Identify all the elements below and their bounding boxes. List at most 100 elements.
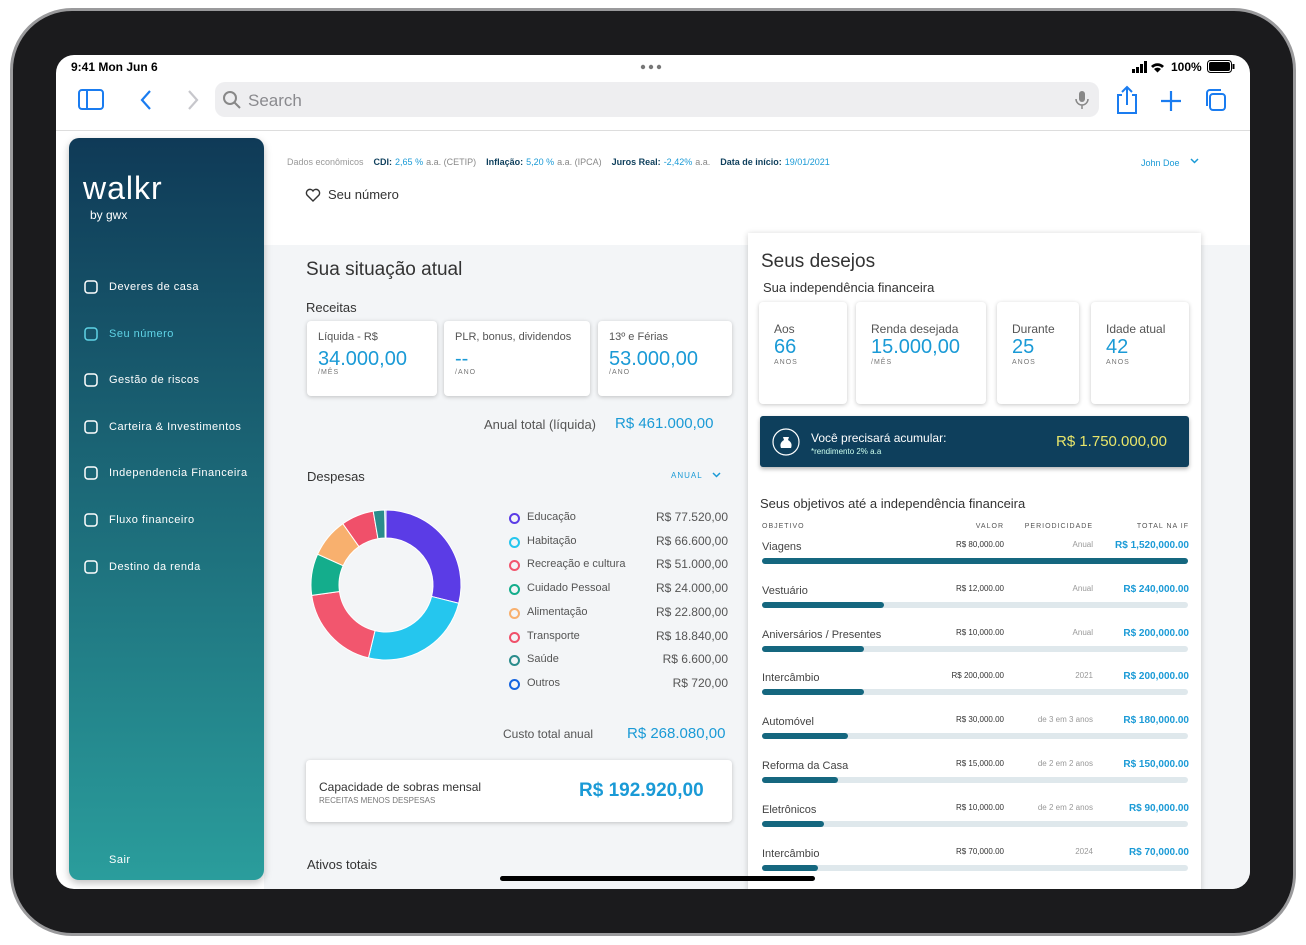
progress-track [762, 645, 1188, 652]
progress-fill [762, 689, 864, 696]
menu-icon [84, 513, 98, 527]
card-value: 66 [774, 336, 797, 358]
progress-track [762, 820, 1188, 827]
nav-icons[interactable] [78, 88, 218, 112]
annual-label: Anual total (líquida) [484, 417, 597, 432]
toolbar-icons[interactable] [1116, 85, 1236, 115]
menu-icon [84, 373, 98, 387]
legend-value: R$ 720,00 [672, 675, 728, 690]
card-value: -- [455, 348, 469, 370]
progress-track [762, 601, 1188, 608]
byline: by gwx [90, 208, 128, 222]
legend-dot [509, 655, 520, 667]
objective-value: R$ 80,000.00 [955, 540, 1004, 549]
signal-wifi [1132, 61, 1164, 73]
legend-label: Outros [527, 676, 561, 689]
menu-item[interactable]: Gestão de riscos [109, 374, 200, 387]
logout[interactable]: Sair [109, 854, 131, 866]
mic-icon[interactable] [1075, 90, 1089, 110]
donut-segment [367, 595, 460, 661]
card-unit: ANOS [1012, 359, 1036, 366]
dots [640, 64, 662, 70]
card-unit: /MÊS [871, 359, 893, 366]
progress-fill [762, 820, 824, 827]
card-unit: /ANO [455, 369, 477, 376]
objective-value: R$ 15,000.00 [955, 759, 1004, 768]
legend-label: Alimentação [527, 605, 588, 618]
card-value: 53.000,00 [609, 348, 698, 370]
desejos-subtitle: Sua independência financeira [763, 280, 935, 295]
objective-period: de 2 em 2 anos [1037, 802, 1093, 812]
home-indicator [500, 876, 815, 881]
icon-shape [84, 559, 98, 574]
acumular-banner: Você precisará acumular: *rendimento 2% … [760, 416, 1189, 467]
objective-period: 2021 [1075, 671, 1093, 681]
card-label: Líquida - R$ [318, 331, 378, 343]
legend-value: R$ 18.840,00 [655, 628, 728, 643]
page-tab[interactable]: Seu número [328, 187, 399, 202]
battery-text: 100% [1171, 60, 1202, 74]
economics-unit: a.a. [695, 157, 711, 167]
donut-segment [385, 509, 462, 604]
menu-item[interactable]: Destino da renda [109, 560, 201, 573]
user-name[interactable]: John Doe [1141, 158, 1180, 168]
search-bar[interactable]: Search [215, 82, 1099, 117]
user-caret[interactable] [1190, 158, 1199, 164]
menu-item[interactable]: Seu número [109, 327, 174, 340]
sidebar: walkr by gwx Deveres de casa Seu número Ge… [69, 138, 264, 880]
progress-track [762, 777, 1188, 783]
screen: 9:41 Mon Jun 6 100% Search walkr by gwx … [56, 55, 1250, 889]
desejo-card: Durante 25 ANOS [997, 302, 1079, 404]
card-unit: ANOS [774, 359, 798, 366]
column-header: TOTAL NA IF [1136, 523, 1189, 530]
receita-card: Líquida - R$ 34.000,00/MÊS [307, 321, 437, 396]
menu-item[interactable]: Independencia Financeira [109, 467, 248, 480]
icon-shape [84, 420, 98, 434]
objective-name: Intercâmbio [762, 847, 820, 860]
card-label: Renda desejada [871, 322, 959, 336]
objetivos-title: Seus objetivos até a independência finan… [760, 496, 1026, 511]
objective-name: Vestuário [762, 584, 808, 597]
icon-shape [84, 280, 98, 294]
progress-fill [762, 601, 884, 608]
objective-name: Eletrônicos [762, 803, 817, 816]
battery-icon [1207, 60, 1235, 73]
brand: walkr [83, 170, 163, 206]
card-label: Idade atual [1106, 322, 1166, 336]
legend-label: Habitação [527, 534, 577, 547]
legend-dot [509, 607, 520, 619]
period-caret[interactable] [712, 472, 721, 478]
receita-card: PLR, bonus, dividendos --/ANO [444, 321, 590, 396]
menu-item[interactable]: Carteira & Investimentos [109, 420, 242, 433]
legend-label: Cuidado Pessoal [527, 582, 611, 595]
menu-item[interactable]: Fluxo financeiro [109, 514, 195, 526]
objective-total: R$ 150,000.00 [1123, 759, 1189, 770]
objective-total: R$ 240,000.00 [1123, 583, 1189, 595]
icon-shape [84, 513, 98, 527]
period-select[interactable]: ANUAL [671, 471, 703, 480]
economics-name: Juros Real: [611, 157, 661, 167]
custo-label: Custo total anual [503, 727, 594, 741]
column-header: OBJETIVO [762, 523, 805, 530]
progress-fill [762, 733, 848, 740]
progress-track [762, 689, 1188, 696]
desejos-panel: Seus desejos Sua independência financeir… [748, 233, 1201, 889]
economics-label: Dados econômicos [287, 157, 364, 167]
card-value: 25 [1012, 336, 1035, 358]
legend-value: R$ 24.000,00 [655, 581, 728, 596]
objective-name: Automóvel [762, 716, 814, 729]
card-label: Durante [1012, 322, 1055, 336]
card-label: Aos [774, 322, 795, 336]
column-header: VALOR [975, 523, 1004, 530]
economics-name: CDI: [373, 157, 393, 167]
economics-value: 19/01/2021 [784, 157, 830, 167]
desejo-card: Renda desejada 15.000,00/MÊS [856, 302, 986, 404]
card-label: PLR, bonus, dividendos [455, 331, 572, 343]
progress-fill [762, 558, 1188, 564]
status-time: 9:41 Mon Jun 6 [71, 60, 158, 74]
objective-value: R$ 10,000.00 [955, 627, 1004, 637]
desejos-title: Seus desejos [761, 251, 876, 272]
menu-icon [84, 466, 98, 481]
menu-item[interactable]: Deveres de casa [109, 281, 200, 293]
